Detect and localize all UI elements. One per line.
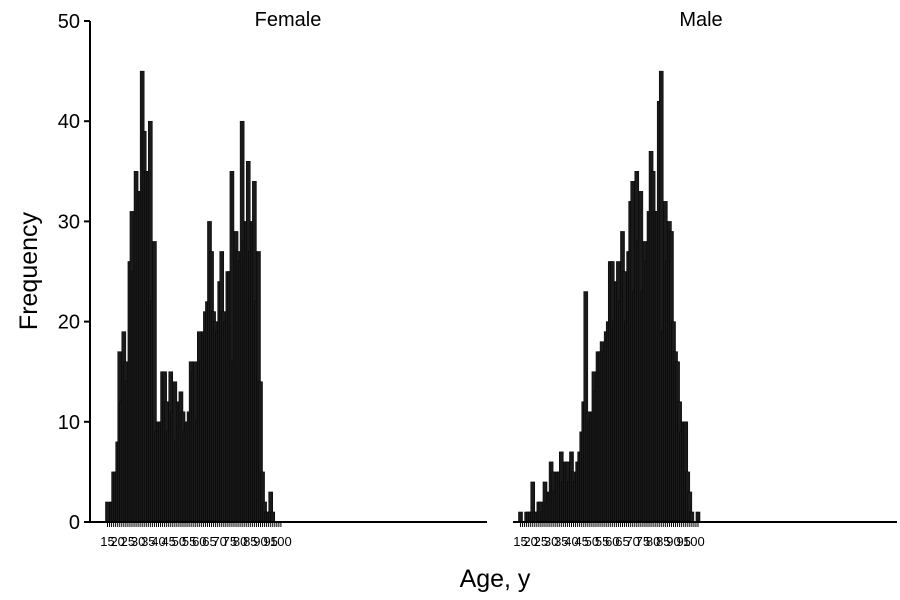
panel-title-male: Male (679, 9, 722, 31)
panel-title-female: Female (255, 9, 322, 31)
x-tick-label: 95 (676, 534, 690, 549)
y-tick-label: 10 (58, 412, 80, 434)
x-tick-label: 65 (202, 534, 216, 549)
x-tick-label: 100 (270, 534, 292, 549)
x-tick-label: 85 (243, 534, 257, 549)
y-tick-label: 40 (58, 111, 80, 133)
histogram-bar (270, 511, 276, 523)
x-tick-label: 95 (263, 534, 277, 549)
x-tick-label: 15 (513, 534, 527, 549)
x-tick-label: 60 (192, 534, 206, 549)
y-tick-label: 30 (58, 211, 80, 233)
y-axis: 0 10 20 30 40 50 (58, 11, 91, 534)
x-tick-label: 40 (151, 534, 165, 549)
x-tick-label: 50 (585, 534, 599, 549)
x-tick-label: 30 (544, 534, 558, 549)
x-tick-label: 90 (666, 534, 680, 549)
histogram-bar (689, 511, 695, 523)
panel-female: Female 152025303540455055606570758085909… (90, 9, 487, 549)
x-tick-label: 55 (595, 534, 609, 549)
x-tick-label: 45 (574, 534, 588, 549)
x-tick-label: 75 (636, 534, 650, 549)
histogram-bar (518, 511, 523, 523)
x-tick-label: 100 (683, 534, 705, 549)
x-tick-label: 30 (131, 534, 145, 549)
panel-male: Male 15202530354045505560657075808590951… (513, 9, 897, 549)
x-tick-label: 90 (253, 534, 267, 549)
histogram-bar (105, 501, 110, 523)
histogram-bar (695, 511, 701, 523)
y-tick-label: 0 (69, 512, 80, 534)
y-axis-title: Frequency (15, 211, 43, 330)
x-tick-label: 60 (605, 534, 619, 549)
x-tick-label: 25 (121, 534, 135, 549)
x-tick-label: 20 (110, 534, 124, 549)
x-tick-label: 50 (172, 534, 186, 549)
x-tick-label: 35 (141, 534, 155, 549)
x-tick-label: 55 (182, 534, 196, 549)
y-ticks: 0 10 20 30 40 50 (58, 11, 90, 534)
x-axis-title: Age, y (460, 565, 531, 593)
x-tick-label: 15 (100, 534, 114, 549)
x-tick-label: 85 (656, 534, 670, 549)
bars-male (518, 70, 701, 523)
x-tick-label: 80 (233, 534, 247, 549)
x-tick-label: 35 (554, 534, 568, 549)
x-tick-label: 20 (523, 534, 537, 549)
x-tick-label: 80 (646, 534, 660, 549)
bars-female (105, 70, 276, 523)
x-tick-label: 70 (212, 534, 226, 549)
x-tick-label: 75 (223, 534, 237, 549)
x-tick-label: 25 (534, 534, 548, 549)
x-tick-label: 70 (625, 534, 639, 549)
x-tick-label: 65 (615, 534, 629, 549)
x-tick-label: 40 (564, 534, 578, 549)
x-tick-label: 45 (161, 534, 175, 549)
y-tick-label: 50 (58, 11, 80, 33)
y-tick-label: 20 (58, 312, 80, 334)
